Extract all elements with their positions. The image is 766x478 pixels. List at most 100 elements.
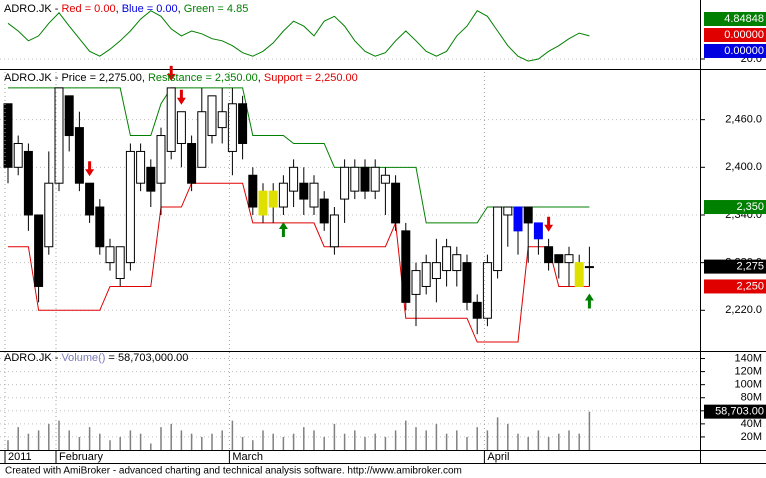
candle-body (503, 206, 513, 216)
title-part: Support = 2,250.00 (264, 72, 358, 84)
candle-body (329, 214, 339, 248)
level-line (8, 182, 590, 343)
candle-body (166, 87, 176, 152)
panel-title: ADRO.JK - Price = 2,275.00, Resistance =… (4, 72, 358, 84)
candle-body (442, 246, 452, 272)
title-part: = 58,703,000.00 (105, 352, 188, 364)
sell-arrow (85, 161, 95, 177)
candle-body (278, 182, 288, 208)
value-box (704, 44, 766, 58)
value-box-label: 58,703.00 (715, 406, 764, 418)
candle-body (227, 103, 237, 152)
value-box (704, 200, 766, 215)
title-part: Blue = 0.00 (122, 3, 178, 15)
candle-body (115, 246, 125, 280)
candle-body (54, 87, 64, 184)
panel-title: ADRO.JK - Volume() = 58,703,000.00 (4, 352, 188, 364)
x-tick-label: 2011 (8, 451, 32, 463)
title-part: Green = 4.85 (184, 3, 249, 15)
y-tick-label: 40M (741, 418, 762, 430)
x-tick-label: March (232, 451, 263, 463)
panel-title: ADRO.JK - Red = 0.00, Blue = 0.00, Green… (4, 3, 248, 15)
candle-body (187, 142, 197, 184)
value-box (704, 259, 766, 274)
footer: Created with AmiBroker - advanced charti… (5, 466, 462, 477)
value-box-label: 0.00000 (724, 45, 764, 57)
candle-body (391, 182, 401, 224)
value-box-label: 4.84848 (724, 13, 764, 25)
candle-body (156, 135, 166, 184)
candle-body (452, 254, 462, 272)
title-part: ADRO.JK - (4, 3, 61, 15)
sell-arrow (176, 89, 186, 105)
candle-body (431, 262, 441, 280)
candle-body (523, 206, 533, 224)
candle-body (13, 142, 23, 168)
sell-arrow (544, 216, 554, 232)
candle-body (533, 222, 543, 240)
candle-body (85, 182, 95, 216)
x-tick-label: April (487, 451, 509, 463)
candle-body (3, 103, 13, 168)
candle-body (289, 166, 299, 192)
candle-body (268, 190, 278, 208)
candle-body (482, 262, 492, 319)
value-box-label: 2,275 (736, 261, 764, 273)
candle-body (564, 254, 574, 264)
x-tick-label: February (59, 451, 104, 463)
y-tick-label: 2,400.0 (725, 161, 762, 173)
value-box (704, 28, 766, 42)
candle-body (207, 95, 217, 137)
candle-body (380, 174, 390, 184)
candle-body (493, 206, 503, 272)
value-box-label: 2,350 (736, 201, 764, 213)
candle-body (554, 254, 564, 264)
buy-arrow (278, 221, 288, 237)
buy-arrow (584, 293, 594, 309)
level-line (8, 87, 590, 224)
candle-body (238, 103, 248, 144)
y-tick-label: 2,460.0 (725, 114, 762, 126)
candle-body (176, 111, 186, 144)
candle-body (136, 150, 146, 184)
candle-body (350, 166, 360, 192)
candle-body (146, 166, 156, 192)
y-tick-label: 20M (741, 431, 762, 443)
value-box (704, 279, 766, 294)
candle-body (258, 190, 268, 216)
indicator-line (7, 10, 590, 62)
candle-body (64, 95, 74, 137)
candle-body (574, 262, 584, 287)
title-part: Volume() (61, 352, 105, 364)
candle-body (44, 182, 54, 248)
candle-body (197, 111, 207, 168)
candle-body (248, 174, 258, 208)
candle-body (299, 182, 309, 200)
sell-arrow (166, 65, 176, 81)
candle-body (74, 127, 84, 184)
candle-body (34, 214, 44, 287)
candle-body (217, 111, 227, 129)
title-part: , (178, 3, 184, 15)
value-box-label: 2,250 (736, 280, 764, 292)
title-part: Red = 0.00 (61, 3, 115, 15)
candle-body (105, 246, 115, 264)
value-box (704, 404, 766, 419)
y-tick-label: 140M (734, 352, 762, 364)
candle-body (584, 266, 594, 269)
candle-body (401, 230, 411, 303)
candle-body (421, 262, 431, 287)
title-part: ADRO.JK - Price = 2,275.00, (4, 72, 148, 84)
candle-body (370, 166, 380, 192)
y-tick-label: 2,220.0 (725, 304, 762, 316)
title-part: Resistance = 2,350.00 (148, 72, 258, 84)
y-tick-label: 100M (734, 379, 762, 391)
value-box (704, 12, 766, 26)
candle-body (544, 246, 554, 264)
title-part: ADRO.JK - (4, 352, 61, 364)
title-part: , (258, 72, 264, 84)
y-tick-label: 120M (734, 366, 762, 378)
candle-body (462, 262, 472, 303)
value-box-label: 0.00000 (724, 29, 764, 41)
